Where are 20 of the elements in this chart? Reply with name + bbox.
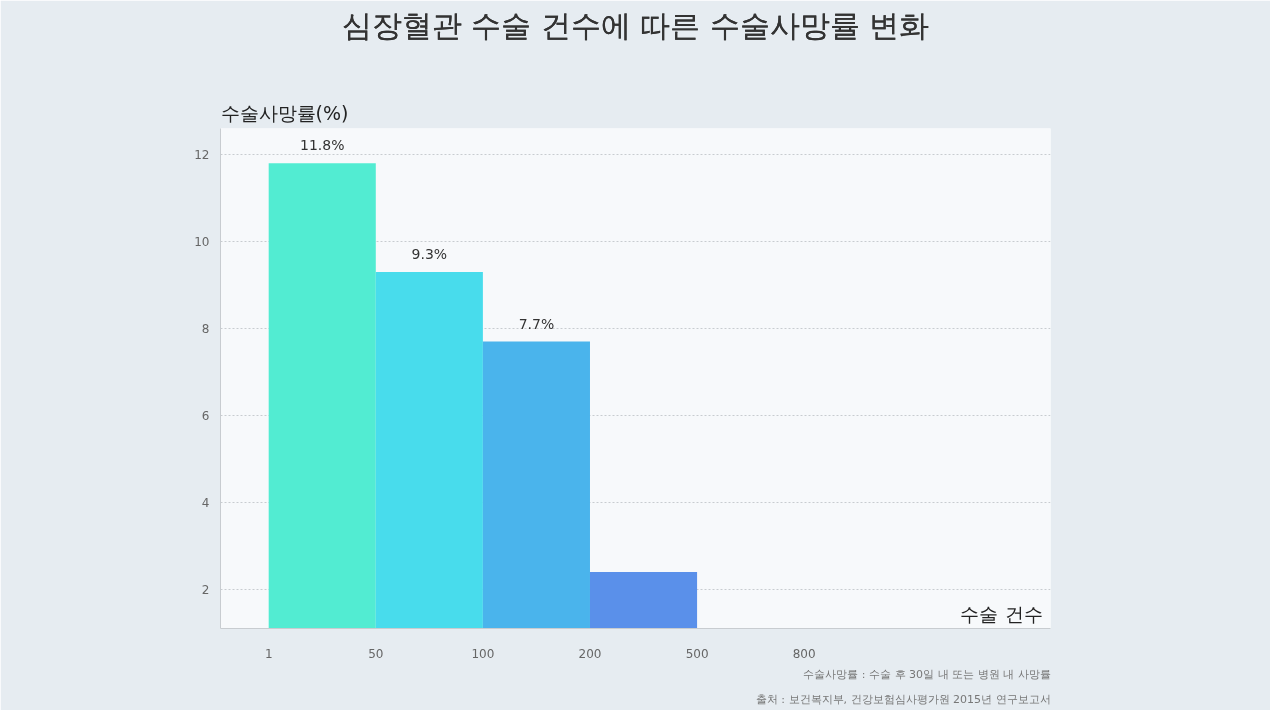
y-tick-label: 6 — [201, 408, 210, 423]
text: 50 — [368, 646, 384, 661]
y-tick-label: 10 — [194, 235, 210, 250]
text: 수술 건수 — [960, 602, 1043, 625]
text: 200 — [578, 646, 602, 661]
y-tick-label: 4 — [201, 495, 210, 510]
data-label: 11.8% — [300, 137, 345, 154]
text: 500 — [685, 646, 709, 661]
y-tick-label: 12 — [194, 148, 210, 163]
y-tick-label: 8 — [201, 322, 210, 336]
data-label: 9.3% — [411, 245, 448, 262]
chart-title: 심장혈관 수술 건수에 따른 수술사망률 변화 — [341, 7, 930, 43]
text: 1 — [264, 646, 273, 661]
y-axis-title: 수술사망률(%) — [220, 101, 349, 124]
text: 수술사망률 : 수술 후 30일 내 또는 병원 내 사망률 — [803, 667, 1051, 681]
text: 100 — [471, 646, 495, 661]
source-note: 출처 : 보건복지부, 건강보험심사평가원 2015년 연구보고서 — [755, 692, 1051, 706]
data-label: 7.7% — [518, 315, 555, 332]
y-tick-label: 2 — [201, 582, 210, 597]
text: 800 — [792, 646, 816, 661]
